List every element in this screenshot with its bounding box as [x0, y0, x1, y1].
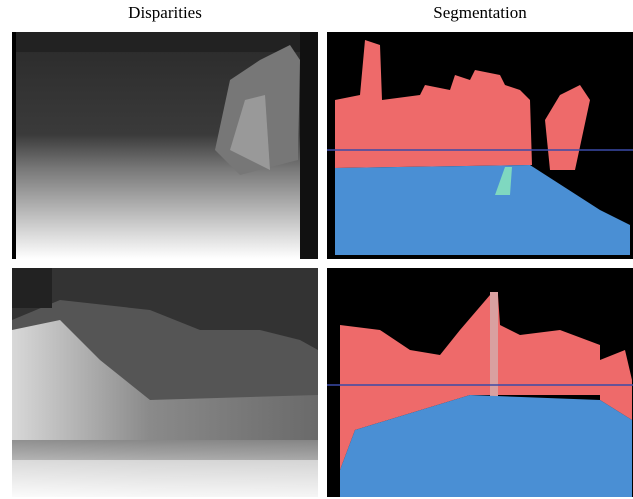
disparity-image [12, 32, 318, 259]
column-title: Disparities [128, 3, 202, 22]
segmentation-image [327, 268, 633, 497]
column-title: Segmentation [433, 3, 527, 22]
page: Disparities Segmentation (() => { co [0, 0, 633, 499]
disparity-image [12, 268, 318, 497]
segmentation-image [327, 32, 633, 259]
figure: Disparities Segmentation [0, 0, 633, 499]
